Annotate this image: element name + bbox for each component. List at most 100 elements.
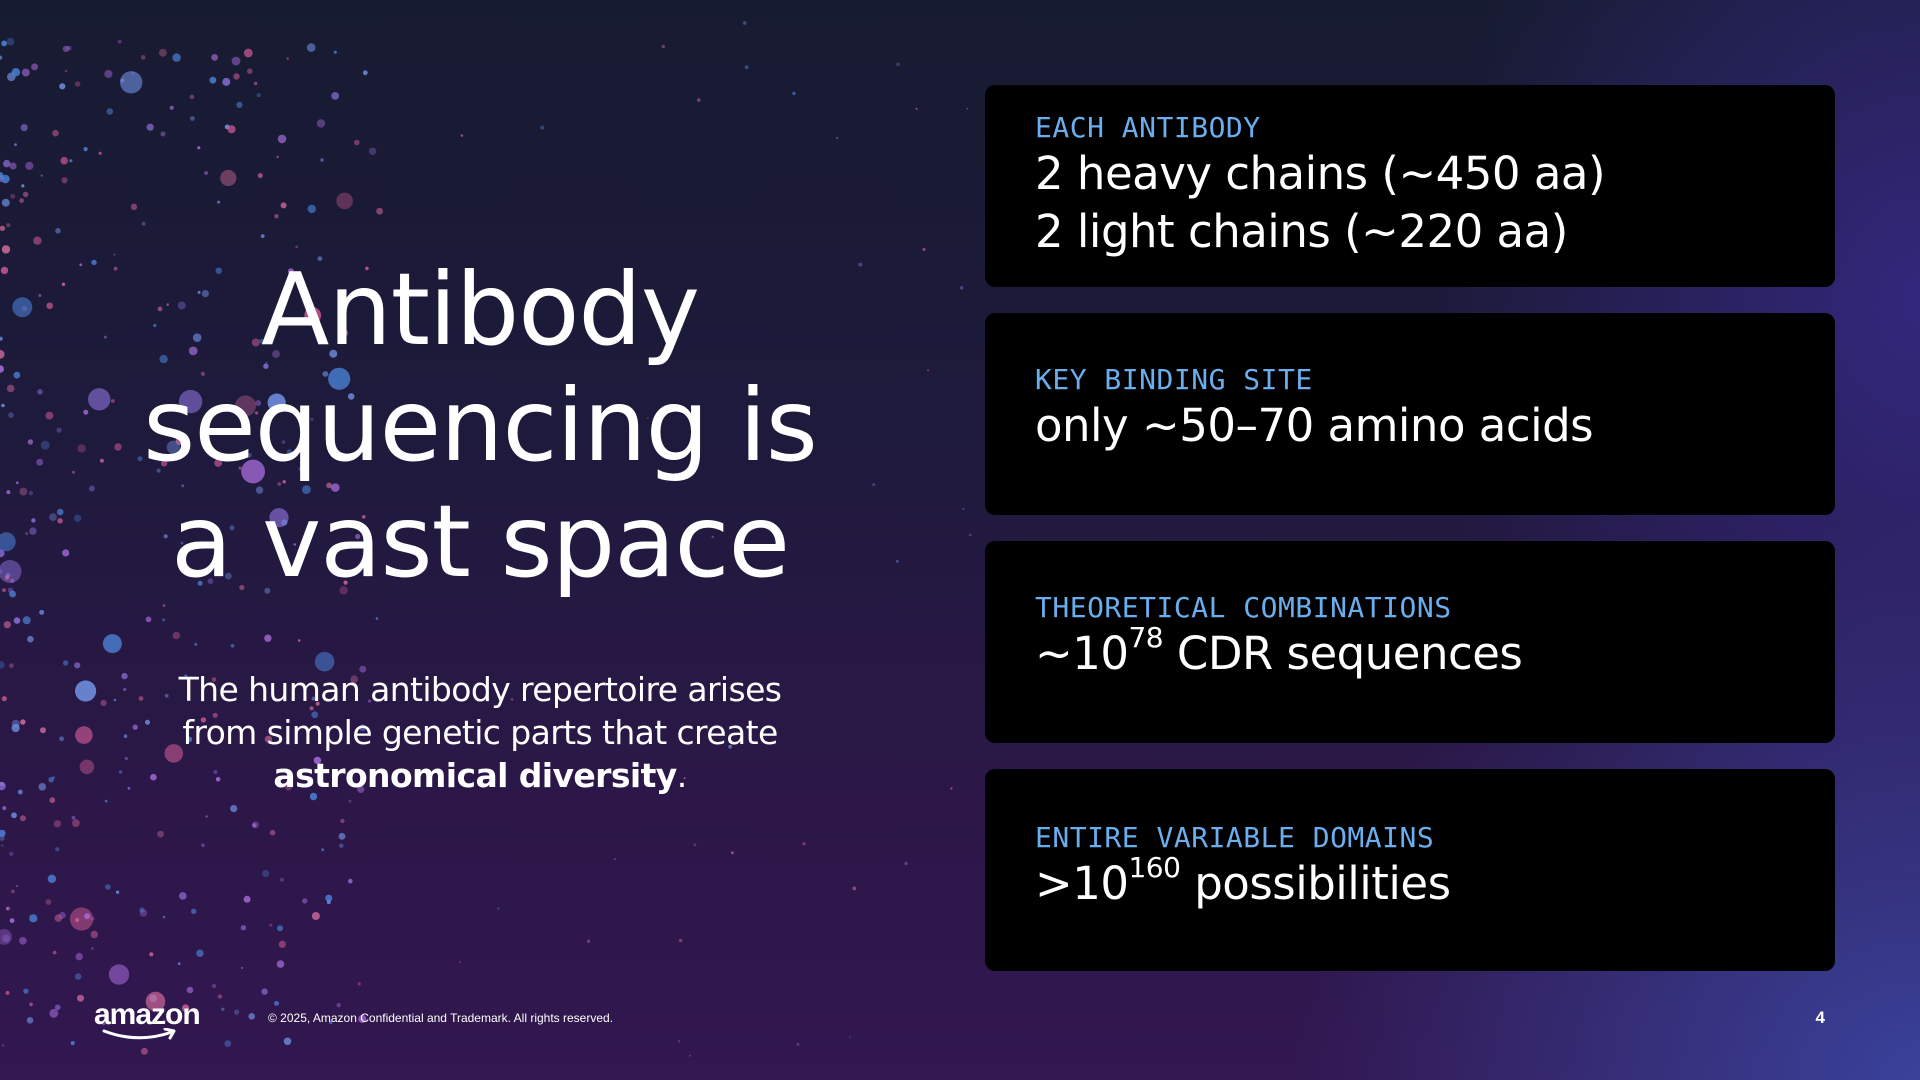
card-value: ~1078 CDR sequences [1035,624,1835,683]
particle-dot [274,1000,279,1006]
particle-dot [124,756,128,761]
particle-dot [31,518,36,523]
particle-dot [0,549,5,558]
particle-dot [157,830,165,838]
card-value-exponent: 78 [1128,621,1164,654]
particle-dot [0,349,5,359]
card-value-exponent: 160 [1128,851,1181,884]
particle-dot [0,172,4,179]
particle-dot [55,228,61,234]
particle-dot [121,672,128,680]
particle-dot [29,527,37,535]
particle-dot [130,203,138,210]
particle-dot [84,913,91,920]
particle-dot [113,698,117,702]
card-theoretical-combinations: THEORETICAL COMBINATIONS ~1078 CDR seque… [985,541,1835,743]
particle-dot [83,147,88,152]
card-value-heavy-chains: 2 heavy chains (~450 aa) [1035,147,1606,200]
particle-dot [240,925,247,931]
particle-dot [39,609,45,615]
particle-dot [141,221,146,226]
particle-dot [260,234,265,239]
particle-dot [205,815,208,818]
particle-dot [21,184,25,188]
particle-dot [969,533,972,537]
particle-dot [895,559,899,563]
particle-dot [38,294,42,297]
particle-dot [5,573,11,578]
amazon-logo-text: amazon [94,998,201,1031]
particle-dot [540,125,545,130]
particle-dot [59,912,66,919]
particle-dot [98,151,102,155]
particle-dot [661,44,665,49]
particle-dot [277,134,287,144]
particle-dot [56,427,62,433]
particle-dot [224,1040,232,1047]
particle-dot [262,869,270,878]
particle-dot [230,643,235,648]
particle-dot [2,588,6,592]
subtitle-period: . [676,756,687,795]
particle-dot [104,799,108,803]
particle-dot [357,982,361,986]
particle-dot [73,514,82,522]
particle-dot [217,200,221,204]
particle-dot [316,119,326,128]
particle-dot [0,55,3,60]
particle-dot [614,858,616,861]
particle-dot [26,1017,34,1024]
particle-dot [77,994,84,1002]
particle-dot [295,245,298,249]
particle-dot [915,107,918,110]
particle-dot [227,125,236,134]
particle-dot [74,81,81,87]
particle-dot [230,805,238,813]
particle-dot [71,470,76,474]
particle-dot [14,143,17,147]
particle-dot [0,782,4,786]
particle-dot [118,770,123,774]
particle-dot [196,949,204,957]
particle-dot [179,892,187,900]
particle-dot [252,823,257,828]
particle-dot [4,575,10,580]
particle-dot [31,63,39,71]
particle-dot [731,851,734,855]
particle-dot [48,777,54,783]
particle-dot [83,409,89,415]
particle-dot [1,403,5,408]
amazon-logo: amazon [94,998,204,1044]
particle-dot [40,174,43,177]
particle-dot [55,847,60,852]
particle-dot [0,532,16,552]
particle-dot [277,925,283,932]
particle-dot [12,297,33,318]
particle-dot [79,263,83,267]
subtitle-text: The human antibody repertoire arises fro… [178,670,782,752]
particle-dot [20,124,28,132]
particle-dot [9,663,14,669]
particle-dot [33,236,42,245]
particle-dot [697,98,701,102]
particle-dot [1,245,11,254]
particle-dot [59,736,64,742]
particle-dot [29,1002,33,1007]
particle-dot [6,490,11,495]
particle-dot [251,821,260,829]
particle-dot [90,916,95,921]
particle-dot [1,1044,5,1047]
card-value: >10160 possibilities [1035,854,1835,913]
particle-dot [3,621,11,629]
particle-dot [177,962,181,965]
particle-dot [99,458,104,463]
particle-dot [269,923,273,927]
particle-dot [108,964,130,985]
particle-dot [49,797,56,804]
particle-dot [103,335,107,339]
particle-dot [269,829,276,836]
particle-dot [88,388,111,411]
copyright-notice: © 2025, Amazon Confidential and Trademar… [268,1011,614,1025]
particle-dot [6,384,15,393]
card-each-antibody: EACH ANTIBODY 2 heavy chains (~450 aa) 2… [985,85,1835,287]
